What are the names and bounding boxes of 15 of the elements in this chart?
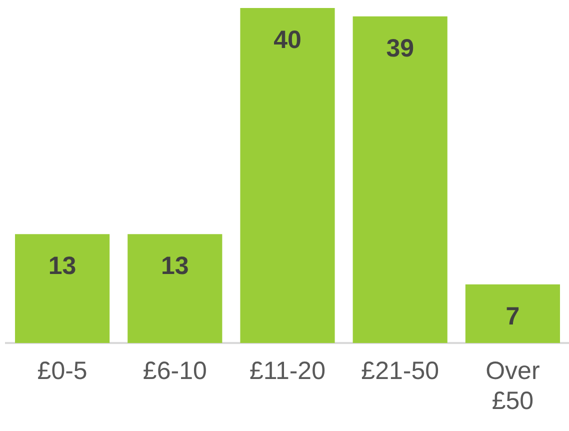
- bar: [128, 234, 222, 343]
- data-label: 40: [274, 26, 302, 54]
- x-tick-label: £6-10: [142, 356, 207, 385]
- x-tick-label: £11-20: [250, 356, 326, 385]
- data-label: 13: [48, 252, 76, 280]
- bar: [465, 284, 560, 343]
- data-label: 39: [386, 34, 414, 62]
- x-tick-label: £21-50: [361, 356, 440, 385]
- bar: [15, 234, 110, 343]
- data-label: 7: [506, 302, 520, 330]
- x-tick-label: £0-5: [37, 356, 88, 385]
- x-tick-label: Over £50: [486, 356, 540, 415]
- data-label: 13: [160, 252, 189, 280]
- bar: [352, 16, 448, 343]
- bar: [240, 8, 335, 343]
